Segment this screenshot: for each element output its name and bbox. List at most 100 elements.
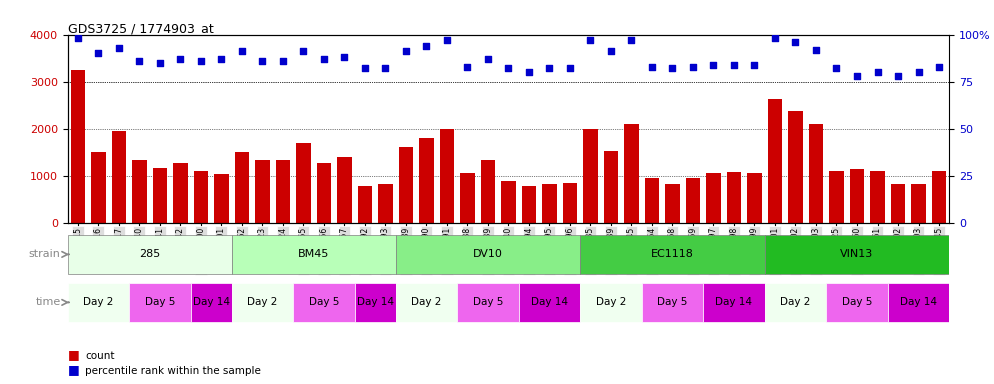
Bar: [707, 173, 721, 223]
Bar: [358, 186, 372, 223]
Point: [623, 37, 639, 43]
Text: Day 5: Day 5: [309, 297, 339, 308]
Point: [275, 58, 291, 64]
Bar: [931, 171, 946, 223]
Bar: [71, 70, 85, 223]
Text: Day 5: Day 5: [657, 297, 688, 308]
Point: [582, 37, 598, 43]
Bar: [153, 168, 167, 223]
Text: EC1118: EC1118: [651, 249, 694, 260]
Text: count: count: [85, 351, 115, 361]
Bar: [132, 160, 146, 223]
Bar: [603, 151, 618, 223]
Point: [706, 61, 722, 68]
Text: Day 2: Day 2: [83, 297, 113, 308]
Point: [214, 56, 230, 62]
Point: [521, 69, 537, 75]
Bar: [214, 174, 229, 223]
Text: Day 5: Day 5: [842, 297, 872, 308]
Text: Day 14: Day 14: [357, 297, 394, 308]
Point: [90, 50, 106, 56]
Point: [931, 63, 947, 70]
Bar: [481, 160, 495, 223]
Text: Day 14: Day 14: [193, 297, 230, 308]
Text: VIN13: VIN13: [840, 249, 874, 260]
Bar: [337, 157, 352, 223]
Bar: [439, 129, 454, 223]
Bar: [275, 160, 290, 223]
Bar: [764, 283, 826, 322]
Point: [562, 65, 578, 71]
Bar: [888, 283, 949, 322]
Bar: [580, 283, 642, 322]
Text: time: time: [36, 297, 61, 308]
Bar: [317, 162, 331, 223]
Bar: [501, 181, 516, 223]
Bar: [460, 173, 474, 223]
Point: [234, 48, 249, 55]
Text: Day 14: Day 14: [716, 297, 752, 308]
Point: [726, 61, 742, 68]
Bar: [296, 143, 310, 223]
Bar: [686, 178, 700, 223]
Bar: [396, 283, 457, 322]
Point: [644, 63, 660, 70]
Text: Day 2: Day 2: [595, 297, 626, 308]
Bar: [522, 186, 536, 223]
Bar: [129, 283, 191, 322]
Text: Day 2: Day 2: [780, 297, 811, 308]
Text: ■: ■: [68, 363, 80, 376]
Bar: [645, 178, 659, 223]
Point: [542, 65, 558, 71]
Bar: [829, 171, 844, 223]
Bar: [767, 99, 782, 223]
Bar: [809, 124, 823, 223]
Text: strain: strain: [29, 249, 61, 260]
Text: BM45: BM45: [298, 249, 329, 260]
Bar: [379, 184, 393, 223]
Point: [849, 73, 865, 79]
Bar: [764, 235, 949, 274]
Bar: [788, 111, 803, 223]
Bar: [519, 283, 580, 322]
Text: Day 2: Day 2: [248, 297, 277, 308]
Bar: [543, 184, 557, 223]
Bar: [850, 169, 864, 223]
Bar: [194, 171, 208, 223]
Bar: [727, 172, 742, 223]
Point: [378, 65, 394, 71]
Point: [254, 58, 270, 64]
Bar: [396, 235, 580, 274]
Point: [480, 56, 496, 62]
Point: [193, 58, 209, 64]
Point: [870, 69, 886, 75]
Point: [767, 35, 783, 41]
Text: ■: ■: [68, 348, 80, 361]
Bar: [871, 171, 885, 223]
Bar: [293, 283, 355, 322]
Point: [172, 56, 188, 62]
Bar: [911, 184, 925, 223]
Bar: [563, 183, 578, 223]
Text: Day 14: Day 14: [900, 297, 937, 308]
Point: [787, 39, 803, 45]
Point: [603, 48, 619, 55]
Point: [665, 65, 681, 71]
Point: [746, 61, 762, 68]
Point: [459, 63, 475, 70]
Point: [439, 37, 455, 43]
Bar: [173, 162, 188, 223]
Point: [911, 69, 926, 75]
Bar: [235, 152, 249, 223]
Point: [70, 35, 85, 41]
Bar: [580, 235, 764, 274]
Bar: [891, 184, 906, 223]
Point: [829, 65, 845, 71]
Bar: [91, 152, 105, 223]
Text: DV10: DV10: [473, 249, 503, 260]
Bar: [355, 283, 396, 322]
Bar: [624, 124, 638, 223]
Point: [336, 54, 352, 60]
Point: [357, 65, 373, 71]
Text: 285: 285: [139, 249, 160, 260]
